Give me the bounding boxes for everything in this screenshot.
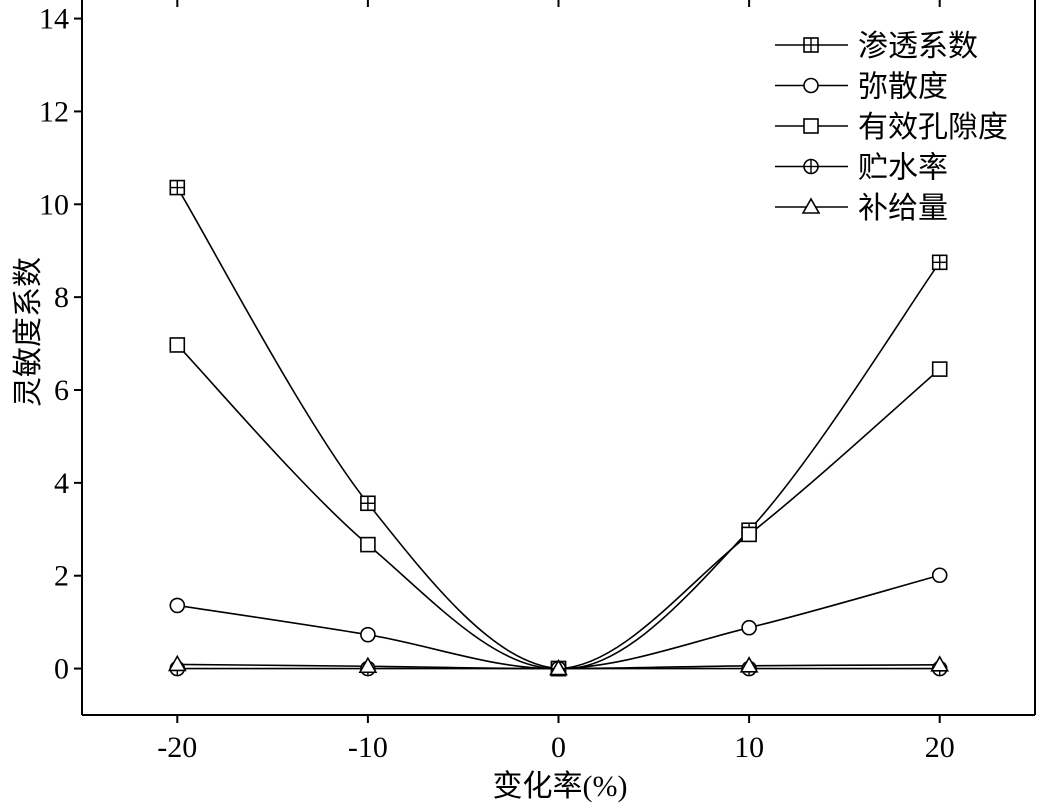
x-tick-label: 20	[925, 731, 955, 764]
series-2-line	[177, 574, 940, 670]
x-tick-label: -10	[348, 731, 388, 764]
marker-circle	[360, 626, 376, 643]
y-axis-label: 灵敏度系数	[12, 257, 45, 407]
series-2-point	[741, 619, 757, 636]
series-1-point	[360, 495, 376, 512]
legend-marker	[801, 197, 821, 214]
legend-item: 弥散度	[775, 71, 948, 104]
marker-triangle	[739, 656, 759, 673]
marker-circle	[741, 619, 757, 636]
series-5-point	[739, 656, 759, 673]
marker-triangle	[930, 655, 950, 672]
series-lines	[176, 187, 941, 670]
y-tick-label: 0	[54, 653, 69, 686]
marker-circle	[931, 567, 948, 584]
marker-square	[741, 526, 757, 543]
series-3-point	[931, 361, 948, 377]
marker-square	[360, 536, 376, 553]
series-5-point	[549, 658, 568, 676]
x-tick-label: 10	[734, 731, 764, 764]
series-2-point	[360, 626, 376, 643]
series-3-point	[360, 536, 376, 553]
y-tick-label: 12	[39, 95, 69, 128]
marker-square	[931, 361, 948, 377]
series-markers	[167, 179, 950, 677]
series-5-point	[930, 655, 950, 672]
legend-item: 渗透系数	[775, 30, 978, 63]
marker-triangle	[358, 656, 378, 674]
marker-square	[169, 337, 186, 353]
series-5-point	[358, 656, 378, 674]
legend-marker	[803, 158, 819, 175]
y-tick-label: 8	[54, 281, 69, 314]
legend-label: 贮水率	[858, 152, 948, 185]
x-tick-label: -20	[157, 731, 197, 764]
series-1-point	[931, 254, 948, 271]
y-tick-label: 6	[54, 374, 69, 407]
legend-item: 贮水率	[775, 152, 948, 185]
series-3-point	[169, 337, 186, 353]
legend-label: 弥散度	[858, 71, 948, 104]
legend-label: 补给量	[858, 192, 948, 225]
legend-marker	[803, 118, 819, 134]
y-tick-label: 10	[39, 188, 69, 221]
series-2-point	[931, 567, 948, 584]
series-3-line	[176, 344, 941, 670]
marker-triangle	[801, 197, 821, 214]
series-1-point	[169, 179, 186, 196]
axes: -20 -10 0 10 20 0 2 4 6 8 10 12 14	[39, 0, 1036, 764]
x-tick-label: 0	[551, 731, 566, 764]
marker-circle	[169, 597, 186, 614]
y-tick-label: 14	[39, 3, 69, 36]
marker-square	[803, 118, 819, 134]
marker-triangle	[167, 654, 187, 672]
legend-marker	[803, 37, 819, 53]
x-axis-label: 变化率(%)	[493, 770, 628, 803]
legend-label: 有效孔隙度	[858, 111, 1008, 144]
y-tick-label: 4	[54, 467, 69, 500]
series-2-point	[169, 597, 186, 614]
series-1-line	[176, 187, 941, 670]
legend-item: 补给量	[775, 192, 948, 225]
marker-circle	[803, 77, 819, 94]
legend-item: 有效孔隙度	[775, 111, 1008, 144]
series-3-point	[741, 526, 757, 543]
y-tick-label: 2	[54, 560, 69, 593]
series-5-point	[167, 654, 187, 672]
legend-label: 渗透系数	[858, 30, 978, 63]
legend-marker	[803, 77, 819, 94]
marker-triangle	[549, 658, 568, 676]
